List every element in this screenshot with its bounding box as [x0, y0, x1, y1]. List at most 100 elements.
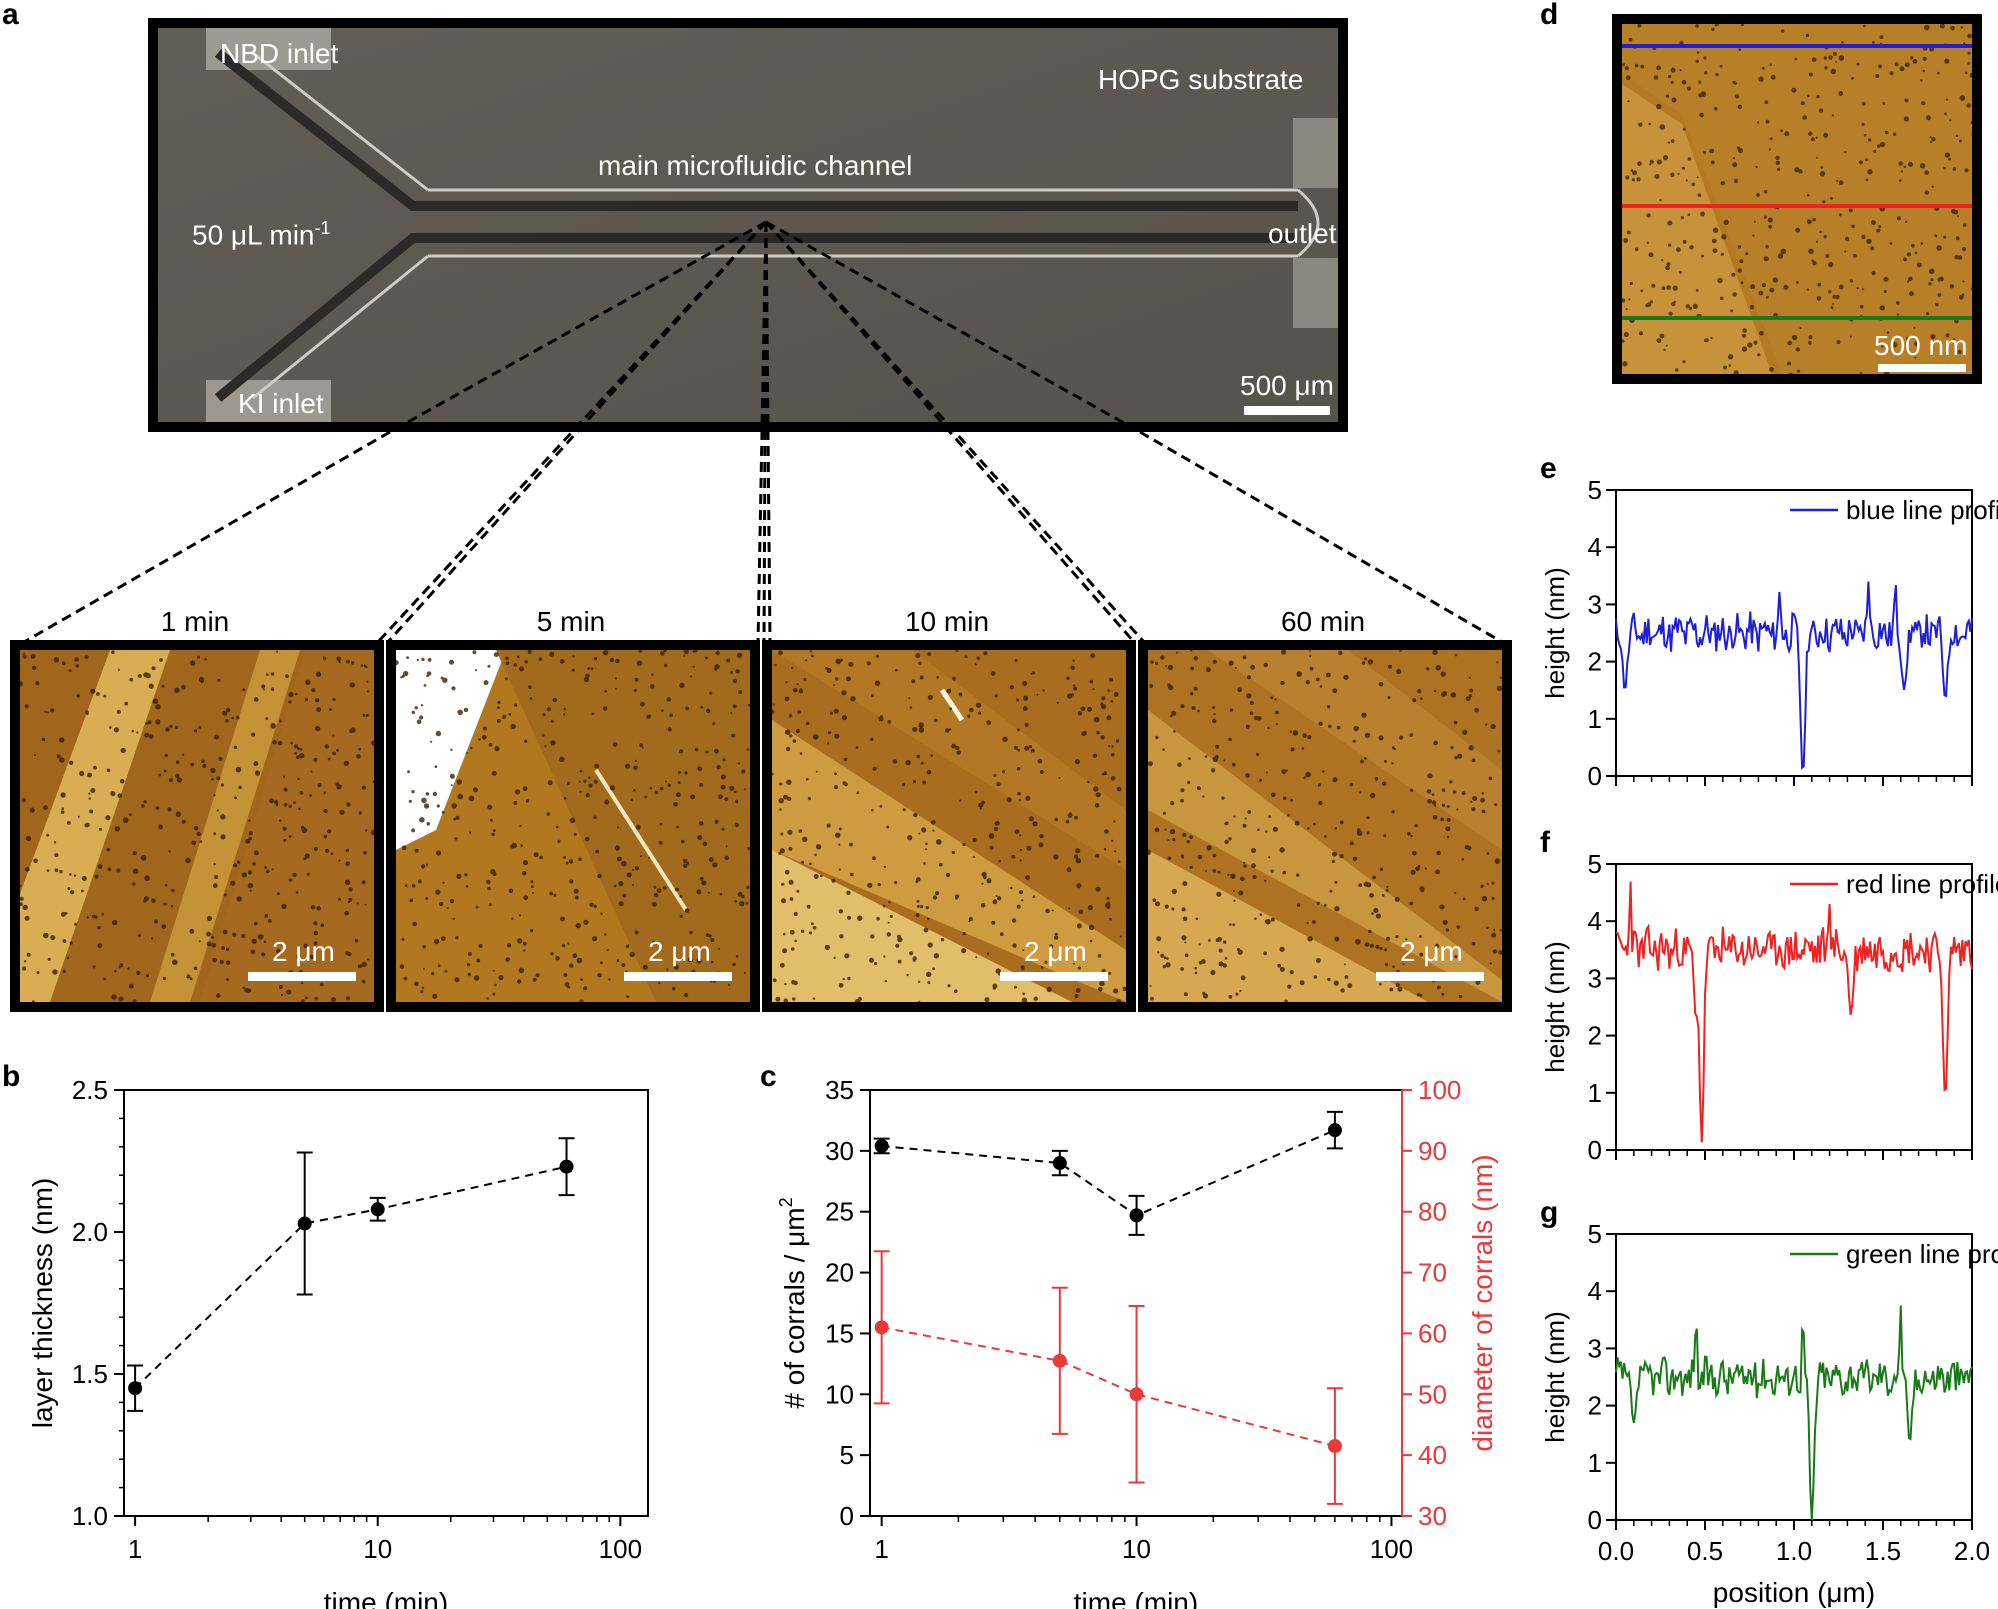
y-tick-label: 1: [1588, 1078, 1602, 1108]
y2-tick-label: 50: [1418, 1379, 1447, 1409]
afm-d-scale-label: 500 nm: [1874, 330, 1968, 361]
micrograph-scale-bar: [1244, 406, 1330, 415]
y-tick-label: 5: [1588, 849, 1602, 879]
y2-axis-label: diameter of corrals (nm): [1467, 1154, 1498, 1451]
x-tick-label: 1: [128, 1534, 142, 1564]
data-point: [370, 1202, 385, 1217]
x-tick-label: 10: [363, 1534, 392, 1564]
data-point: [1129, 1208, 1144, 1223]
nbd-inlet-label: NBD inlet: [220, 38, 339, 69]
y-axis-label: height (nm): [1540, 567, 1570, 699]
y-tick-label: 1: [1588, 704, 1602, 734]
y-tick-label: 5: [1588, 475, 1602, 505]
x-axis-label: position (μm): [1713, 1577, 1875, 1608]
data-point: [1327, 1123, 1342, 1138]
afm-scale-label: 2 μm: [1400, 936, 1463, 967]
y-axis-label: height (nm): [1540, 941, 1570, 1073]
afm-scale-bar: [248, 972, 356, 981]
panel-letter-f: f: [1540, 826, 1550, 859]
afm-image-1min: 2 μm: [10, 640, 384, 1012]
y-tick-label: 3: [1588, 1333, 1602, 1363]
afm-title-10min: 10 min: [904, 606, 990, 637]
y-tick-label: 4: [1588, 1276, 1602, 1306]
profile-trace: [1615, 581, 1973, 771]
afm-image-5min: 2 μm: [386, 640, 760, 1012]
afm-image-d: 500 nm: [1612, 14, 1982, 384]
legend-label: red line profile: [1846, 869, 1998, 899]
profile-trace: [1615, 881, 1973, 1143]
y-tick-label: 2.5: [72, 1075, 108, 1105]
channel-drawing: [158, 28, 1338, 422]
afm-scale-bar: [1376, 972, 1484, 981]
y-tick-label: 0: [840, 1501, 854, 1531]
y-tick-label: 35: [825, 1075, 854, 1105]
micrograph-scale-label: 500 μm: [1240, 370, 1334, 401]
panel-letter-a: a: [2, 0, 19, 31]
main-channel-label: main microfluidic channel: [598, 150, 913, 181]
panel-letter-d: d: [1540, 0, 1559, 31]
y-tick-label: 2.0: [72, 1217, 108, 1247]
y-axis-label: height (nm): [1540, 1311, 1570, 1443]
x-tick-label: 100: [1370, 1534, 1413, 1564]
y2-tick-label: 80: [1418, 1197, 1447, 1227]
x-tick-label: 1.0: [1776, 1536, 1812, 1566]
x-tick-label: 10: [1122, 1534, 1151, 1564]
y-tick-label: 1: [1588, 1448, 1602, 1478]
hopg-substrate-label: HOPG substrate: [1098, 64, 1304, 95]
ki-inlet-label: KI inlet: [238, 388, 324, 419]
series-line: [881, 1326, 1336, 1447]
data-point: [1052, 1353, 1067, 1368]
microfluidic-micrograph: NBD inlet KI inlet HOPG substrate main m…: [148, 18, 1348, 432]
y-tick-label: 0: [1588, 1135, 1602, 1165]
y-tick-label: 1.0: [72, 1501, 108, 1531]
panel-letter-c: c: [760, 1060, 777, 1093]
afm-scale-label: 2 μm: [272, 936, 335, 967]
series-line: [134, 1165, 567, 1389]
afm-title-1min: 1 min: [160, 606, 230, 637]
chart-b-frame: [123, 1089, 649, 1517]
afm-image-10min: 2 μm: [762, 640, 1136, 1012]
y-axis-label: layer thickness (nm): [27, 1178, 58, 1429]
y2-tick-label: 30: [1418, 1501, 1447, 1531]
y-axis-label: # of corrals / μm2: [776, 1197, 810, 1408]
y2-tick-label: 70: [1418, 1258, 1447, 1288]
y-tick-label: 0: [1588, 1505, 1602, 1535]
y2-tick-label: 40: [1418, 1440, 1447, 1470]
x-tick-label: 0.5: [1687, 1536, 1723, 1566]
legend-label: green line profile: [1846, 1239, 1998, 1269]
y2-tick-label: 90: [1418, 1136, 1447, 1166]
y-tick-label: 1.5: [72, 1359, 108, 1389]
panel-letter-e: e: [1540, 452, 1557, 485]
afm-scale-bar: [624, 972, 732, 981]
y2-tick-label: 100: [1418, 1075, 1461, 1105]
panel-letter-b: b: [2, 1060, 21, 1093]
y-tick-label: 5: [840, 1440, 854, 1470]
data-point: [1129, 1387, 1144, 1402]
y-tick-label: 25: [825, 1197, 854, 1227]
data-point: [297, 1216, 312, 1231]
x-tick-label: 2.0: [1954, 1536, 1990, 1566]
x-tick-label: 0.0: [1598, 1536, 1634, 1566]
x-tick-label: 100: [599, 1534, 642, 1564]
y-tick-label: 30: [825, 1136, 854, 1166]
data-point: [874, 1138, 889, 1153]
series-line: [881, 1129, 1336, 1217]
y-tick-label: 2: [1588, 647, 1602, 677]
y-tick-label: 2: [1588, 1021, 1602, 1051]
y-tick-label: 10: [825, 1379, 854, 1409]
afm-d-scale-bar: [1878, 364, 1966, 372]
chart-f: 0 1 2 3 4 5 height (nm) red line profile: [1540, 849, 1998, 1165]
y-tick-label: 0: [1588, 761, 1602, 791]
x-tick-label: 1.5: [1865, 1536, 1901, 1566]
y-tick-label: 3: [1588, 963, 1602, 993]
afm-image-60min: 2 μm: [1138, 640, 1512, 1012]
profile-trace: [1615, 1305, 1973, 1521]
afm-scale-label: 2 μm: [648, 936, 711, 967]
y2-tick-label: 60: [1418, 1318, 1447, 1348]
y-axis-label-exp: 2: [776, 1197, 796, 1207]
flow-rate-label: 50 μL min-1: [192, 218, 331, 251]
y-tick-label: 2: [1588, 1391, 1602, 1421]
data-point: [559, 1159, 574, 1174]
y-tick-label: 4: [1588, 906, 1602, 936]
